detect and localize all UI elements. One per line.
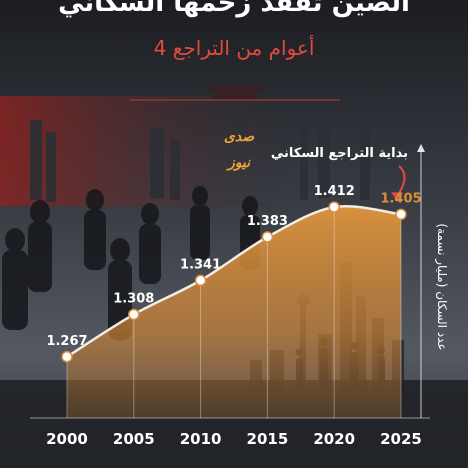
brand-logo: صدى نيوز — [223, 129, 255, 171]
data-label: 1.412 — [314, 184, 355, 199]
annotation-arrowhead — [391, 192, 403, 203]
y-axis-arrow — [417, 144, 425, 152]
data-label: 1.267 — [46, 334, 87, 349]
headline: الصين تفقد زخمها السكاني — [58, 0, 410, 18]
data-label: 1.341 — [180, 257, 221, 272]
data-point — [328, 201, 340, 213]
series-line — [66, 205, 402, 358]
data-point — [61, 351, 73, 363]
data-label: 1.383 — [247, 214, 288, 229]
x-tick-label: 2015 — [247, 430, 289, 448]
x-tick-label: 2005 — [113, 430, 155, 448]
annotation-label: بداية التراجع السكاني — [270, 146, 408, 161]
series-area — [67, 206, 401, 418]
data-label: 1.308 — [113, 291, 154, 306]
data-point — [395, 208, 407, 221]
x-tick-label: 2000 — [46, 430, 88, 448]
x-tick-label: 2025 — [380, 430, 422, 448]
x-tick-label: 2010 — [180, 430, 222, 448]
subtitle: 4 أعوام من التراجع — [153, 36, 315, 60]
x-tick-label: 2020 — [313, 430, 355, 448]
data-point — [128, 308, 140, 321]
y-axis-label: عدد السكان (مليار نسمة) — [435, 223, 449, 351]
data-label: 1.405 — [380, 191, 421, 206]
data-point — [194, 274, 207, 287]
pagoda-silhouette — [205, 86, 265, 100]
data-point — [261, 231, 274, 243]
